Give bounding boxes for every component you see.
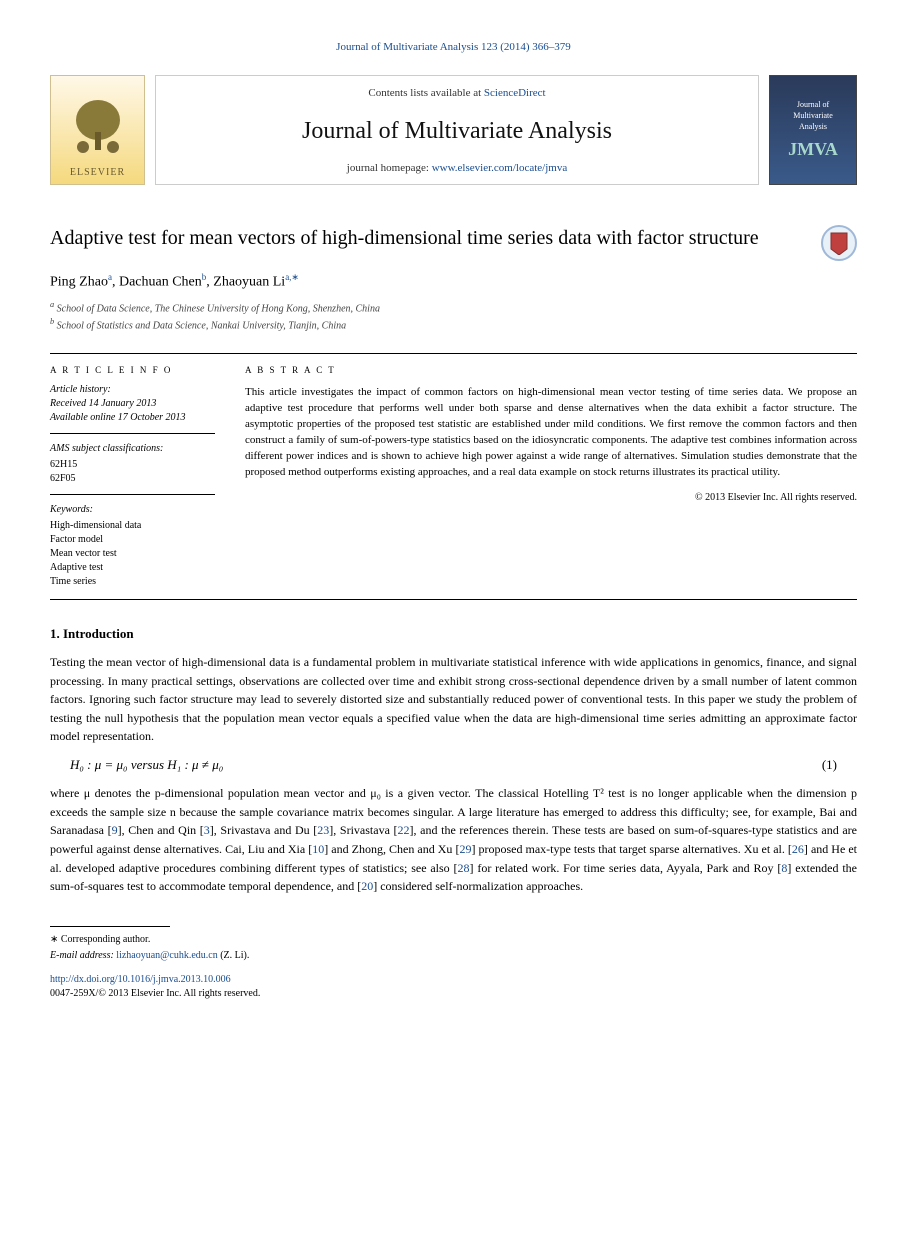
paper-title: Adaptive test for mean vectors of high-d… xyxy=(50,225,811,251)
keywords-block: Keywords: High-dimensional data Factor m… xyxy=(50,503,215,589)
affiliation-a-text: School of Data Science, The Chinese Univ… xyxy=(57,303,380,314)
title-row: Adaptive test for mean vectors of high-d… xyxy=(50,225,857,261)
authors-line: Ping Zhaoa, Dachuan Chenb, Zhaoyuan Lia,… xyxy=(50,271,857,292)
cover-text-3: Analysis xyxy=(799,121,827,132)
author-3-affref[interactable]: a,∗ xyxy=(285,272,299,282)
author-2-affref[interactable]: b xyxy=(202,272,207,282)
issn-copyright: 0047-259X/© 2013 Elsevier Inc. All right… xyxy=(50,988,260,999)
author-2: Dachuan Chen xyxy=(119,275,202,290)
intro-para-1: Testing the mean vector of high-dimensio… xyxy=(50,653,857,746)
cite-10[interactable]: 10 xyxy=(312,842,324,856)
affiliation-b: b School of Statistics and Data Science,… xyxy=(50,316,857,333)
equation-1-number: (1) xyxy=(822,756,837,774)
cite-23[interactable]: 23 xyxy=(317,823,329,837)
keyword-4: Adaptive test xyxy=(50,561,215,575)
p2-b: ], Chen and Qin [ xyxy=(118,823,204,837)
doi-link[interactable]: http://dx.doi.org/10.1016/j.jmva.2013.10… xyxy=(50,974,231,985)
journal-center-panel: Contents lists available at ScienceDirec… xyxy=(155,75,759,185)
cover-jmva: JMVA xyxy=(788,137,838,162)
homepage-link[interactable]: www.elsevier.com/locate/jmva xyxy=(432,162,568,174)
cite-28[interactable]: 28 xyxy=(458,861,470,875)
crossmark-icon xyxy=(829,231,849,255)
footnote-separator xyxy=(50,926,170,927)
keyword-2: Factor model xyxy=(50,533,215,547)
cover-text-2: Multivariate xyxy=(793,110,833,121)
header-box: ELSEVIER Contents lists available at Sci… xyxy=(50,75,857,185)
header-citation: Journal of Multivariate Analysis 123 (20… xyxy=(50,40,857,55)
article-info-column: A R T I C L E I N F O Article history: R… xyxy=(50,354,230,599)
p2-k: ] considered self-normalization approach… xyxy=(373,879,583,893)
p2-d: ], Srivastava [ xyxy=(329,823,397,837)
journal-cover-thumbnail[interactable]: Journal of Multivariate Analysis JMVA xyxy=(769,75,857,185)
affiliation-b-text: School of Statistics and Data Science, N… xyxy=(57,320,346,331)
ams-block: AMS subject classifications: 62H15 62F05 xyxy=(50,442,215,495)
affiliations: a School of Data Science, The Chinese Un… xyxy=(50,299,857,334)
abstract-column: A B S T R A C T This article investigate… xyxy=(230,354,857,599)
author-1-affref[interactable]: a xyxy=(108,272,112,282)
homepage-prefix: journal homepage: xyxy=(347,162,432,174)
cite-29[interactable]: 29 xyxy=(459,842,471,856)
email-label: E-mail address: xyxy=(50,950,116,961)
email-suffix: (Z. Li). xyxy=(218,950,250,961)
elsevier-label: ELSEVIER xyxy=(70,166,125,180)
equation-1: H₀ : μ = μ₀ versus H₁ : μ ≠ μ₀ (1) xyxy=(70,756,837,774)
affiliation-a: a School of Data Science, The Chinese Un… xyxy=(50,299,857,316)
equation-1-body: H₀ : μ = μ₀ versus H₁ : μ ≠ μ₀ xyxy=(70,756,223,774)
elsevier-tree-icon xyxy=(63,92,133,162)
p2-c: ], Srivastava and Du [ xyxy=(210,823,318,837)
sciencedirect-link[interactable]: ScienceDirect xyxy=(484,87,546,99)
doi-block: http://dx.doi.org/10.1016/j.jmva.2013.10… xyxy=(50,973,857,1001)
eq-1-ref[interactable]: (1) xyxy=(822,757,837,772)
keyword-5: Time series xyxy=(50,575,215,589)
keywords-label: Keywords: xyxy=(50,503,215,517)
ams-2: 62F05 xyxy=(50,472,215,486)
online-date: Available online 17 October 2013 xyxy=(50,411,215,425)
abstract-copyright: © 2013 Elsevier Inc. All rights reserved… xyxy=(245,491,857,505)
homepage-line: journal homepage: www.elsevier.com/locat… xyxy=(166,161,748,176)
keyword-3: Mean vector test xyxy=(50,547,215,561)
contents-prefix: Contents lists available at xyxy=(368,87,483,99)
p2-g: ] proposed max-type tests that target sp… xyxy=(471,842,791,856)
history-block: Article history: Received 14 January 201… xyxy=(50,383,215,434)
email-footnote: E-mail address: lizhaoyuan@cuhk.edu.cn (… xyxy=(50,949,857,963)
abstract-heading: A B S T R A C T xyxy=(245,364,857,377)
contents-line: Contents lists available at ScienceDirec… xyxy=(166,86,748,101)
journal-title: Journal of Multivariate Analysis xyxy=(166,115,748,149)
history-label: Article history: xyxy=(50,383,215,397)
info-abstract-row: A R T I C L E I N F O Article history: R… xyxy=(50,353,857,600)
p2-i: ] for related work. For time series data… xyxy=(470,861,782,875)
ams-1: 62H15 xyxy=(50,458,215,472)
email-link[interactable]: lizhaoyuan@cuhk.edu.cn xyxy=(116,950,217,961)
section-1-heading: 1. Introduction xyxy=(50,625,857,643)
cite-26[interactable]: 26 xyxy=(792,842,804,856)
intro-para-2: where μ denotes the p-dimensional popula… xyxy=(50,784,857,896)
article-info-heading: A R T I C L E I N F O xyxy=(50,364,215,377)
author-3: Zhaoyuan Li xyxy=(213,275,285,290)
corresponding-footnote: ∗ Corresponding author. xyxy=(50,933,857,947)
abstract-text: This article investigates the impact of … xyxy=(245,385,857,481)
cite-22[interactable]: 22 xyxy=(398,823,410,837)
received-date: Received 14 January 2013 xyxy=(50,397,215,411)
p2-f: ] and Zhong, Chen and Xu [ xyxy=(324,842,459,856)
crossmark-badge[interactable] xyxy=(821,225,857,261)
keyword-1: High-dimensional data xyxy=(50,519,215,533)
ams-label: AMS subject classifications: xyxy=(50,442,215,456)
author-1: Ping Zhao xyxy=(50,275,108,290)
elsevier-logo[interactable]: ELSEVIER xyxy=(50,75,145,185)
cover-text-1: Journal of xyxy=(797,99,829,110)
cite-20[interactable]: 20 xyxy=(361,879,373,893)
